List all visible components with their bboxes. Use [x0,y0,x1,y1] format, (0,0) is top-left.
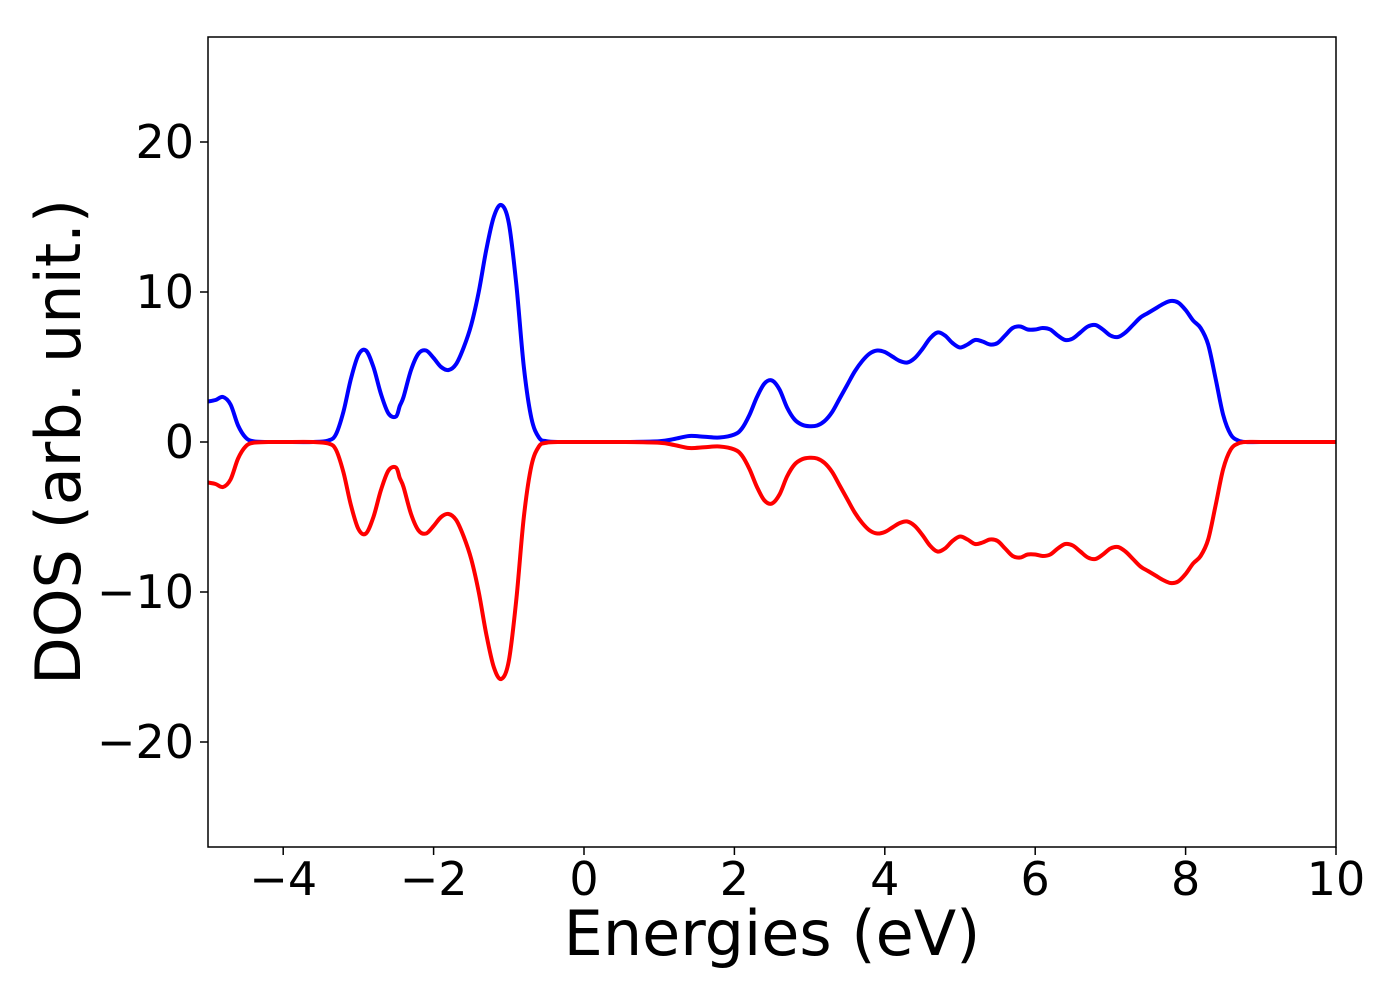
x-tick-label: 6 [1021,852,1050,906]
y-axis-ticks: −20 −10 0 10 20 [97,115,208,769]
series-line-spin-down [208,439,1336,682]
x-tick-label: −2 [400,852,468,906]
x-tick-label: 0 [569,852,598,906]
series-line-spin-up [208,202,1336,445]
y-tick-label: −20 [97,715,194,769]
x-axis-label: Energies (eV) [564,897,981,970]
y-tick-label: 10 [135,265,194,319]
series-layer [208,202,1336,682]
x-tick-label: 2 [720,852,749,906]
x-tick-label: 10 [1307,852,1366,906]
x-tick-label: 8 [1171,852,1200,906]
x-tick-label: −4 [249,852,317,906]
x-axis-ticks: −4 −2 0 2 4 6 8 10 [249,847,1365,906]
y-tick-label: −10 [97,565,194,619]
y-axis-label: DOS (arb. unit.) [22,199,95,685]
y-tick-label: 0 [165,415,194,469]
x-tick-label: 4 [870,852,899,906]
y-tick-label: 20 [135,115,194,169]
